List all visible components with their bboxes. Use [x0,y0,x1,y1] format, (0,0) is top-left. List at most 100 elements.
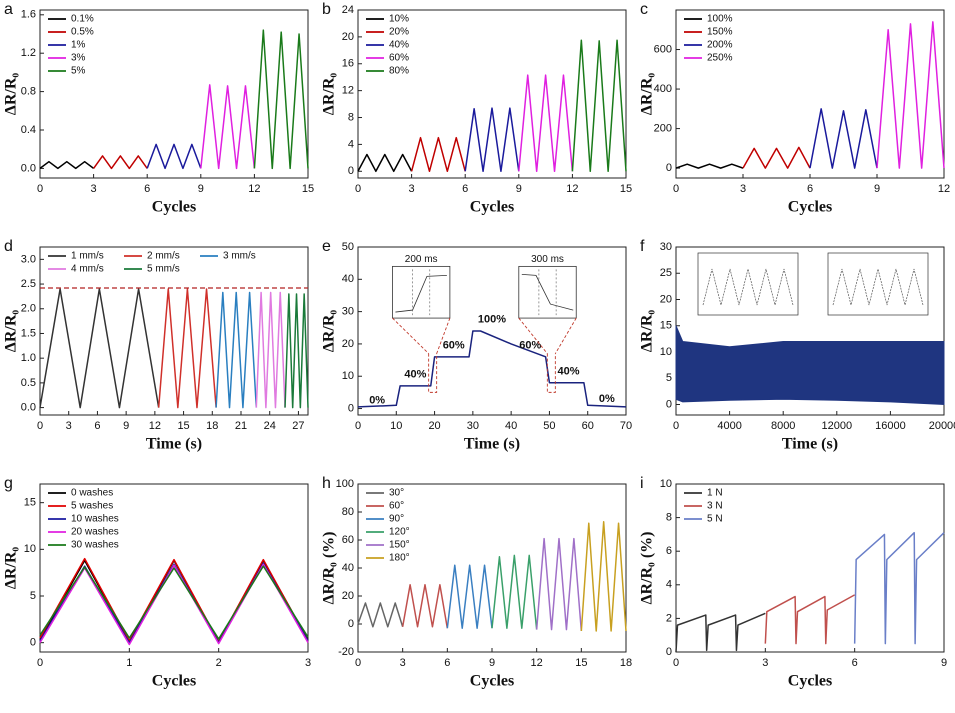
data-line [580,521,627,632]
y-tick-label: 10 [24,543,36,555]
legend-label: 60° [389,501,404,512]
panel: d 0.0 0.5 1.0 1.5 2.0 2.5 3.0 0 3 6 9 12 15 18 21 24 27 Ti… [3,238,309,453]
data-line [39,557,309,643]
inset-frame [697,252,799,316]
inset-curve [832,268,924,306]
panel-label: f [640,238,645,255]
data-line [39,288,160,409]
data-line [200,84,256,170]
x-tick-label: 12000 [822,420,853,432]
x-tick-label: 15 [302,183,314,195]
panel: e 0 10 20 30 40 50 0 10 20 30 40 50 60 70 Time (s) ΔR/R₀… [321,238,632,452]
y-axis-label: ΔR/R₀ [639,73,656,116]
x-tick-label: 0 [673,657,679,669]
data-line [39,563,309,646]
x-axis-label: Time (s) [782,436,838,453]
y-tick-label: 6 [666,545,672,557]
x-tick-label: 21 [235,420,247,432]
y-tick-label: 4 [666,579,672,591]
x-tick-label: 12 [149,420,161,432]
panel: g 0 5 10 15 0 1 2 3 Cycles ΔR/R₀ 0 washes 5 washes 10… [3,475,311,689]
y-tick-label: 0 [30,637,36,649]
x-tick-label: 3 [305,657,311,669]
y-axis-label: ΔR/R₀ [3,73,20,116]
y-tick-label: 40 [342,562,354,574]
y-tick-label: 20 [660,293,672,305]
y-tick-label: 0.8 [21,86,36,98]
y-tick-label: 100 [336,478,354,490]
y-axis-label: ΔR/R₀ (%) [321,531,338,604]
y-tick-label: 3.0 [21,253,36,265]
x-tick-label: 6 [94,420,100,432]
y-tick-label: 30 [342,306,354,318]
y-tick-label: 8 [348,111,354,123]
y-tick-label: 8 [666,512,672,524]
y-tick-label: 5 [666,372,672,384]
y-tick-label: 10 [342,370,354,382]
legend-label: 1 mm/s [71,251,104,262]
step-label: 60% [519,339,541,351]
data-line [410,136,466,173]
panel: a 0.0 0.4 0.8 1.2 1.6 0 3 6 9 12 15 Cycles ΔR/R₀ 0.1% 0… [3,1,314,215]
legend-label: 3 mm/s [223,251,256,262]
data-line [255,291,286,409]
data-line [215,291,258,409]
x-tick-label: 0 [673,183,679,195]
plot-frame [39,9,309,179]
x-tick-label: 1 [126,657,132,669]
y-tick-label: 12 [342,85,354,97]
legend-label: 100% [707,14,733,25]
y-tick-label: -20 [338,646,354,658]
x-tick-label: 0 [37,420,43,432]
x-tick-label: 27 [292,420,304,432]
data-line [491,554,538,630]
y-tick-label: 0 [666,646,672,658]
x-tick-label: 15 [177,420,189,432]
x-tick-label: 0 [37,657,43,669]
data-line [253,29,309,170]
y-tick-label: 40 [342,273,354,285]
x-tick-label: 6 [444,657,450,669]
data-line [357,330,627,408]
step-label: 0% [369,394,385,406]
y-axis-label: ΔR/R₀ [639,310,656,353]
y-tick-label: 15 [24,497,36,509]
legend-label: 30° [389,488,404,499]
data-line [535,537,583,632]
x-axis-label: Cycles [788,673,832,690]
y-axis-label: ΔR/R₀ (%) [639,531,656,604]
data-line [876,21,945,169]
panel-label: a [4,1,13,18]
data-band [675,325,945,406]
legend-label: 200% [707,40,733,51]
data-line [764,594,856,645]
x-tick-label: 18 [206,420,218,432]
legend-label: 150° [389,540,410,551]
step-label: 60% [443,339,465,351]
x-axis-label: Cycles [788,199,832,216]
x-tick-label: 3 [66,420,72,432]
zoom-lines [518,317,577,393]
x-axis-label: Cycles [152,199,196,216]
legend-label: 10% [389,14,409,25]
legend-label: 120° [389,527,410,538]
data-line [675,612,766,653]
x-tick-label: 3 [400,657,406,669]
x-tick-label: 12 [531,657,543,669]
y-tick-label: 600 [654,43,672,55]
step-label: 40% [558,365,580,377]
x-tick-label: 3 [409,183,415,195]
x-tick-label: 0 [355,420,361,432]
y-axis-label: ΔR/R₀ [321,73,338,116]
legend-label: 250% [707,53,733,64]
x-axis-label: Time (s) [464,436,520,453]
legend-label: 3% [71,53,86,64]
legend-label: 5 washes [71,501,113,512]
legend-label: 4 mm/s [71,264,104,275]
panel: b 0 4 8 12 16 20 24 0 3 6 9 12 15 Cycles ΔR/R₀ 10% 20% 40%… [321,1,632,215]
x-tick-label: 18 [620,657,632,669]
data-line [357,602,404,628]
panel-label: i [640,475,644,492]
legend-label: 40% [389,40,409,51]
y-tick-label: 1.0 [21,352,36,364]
